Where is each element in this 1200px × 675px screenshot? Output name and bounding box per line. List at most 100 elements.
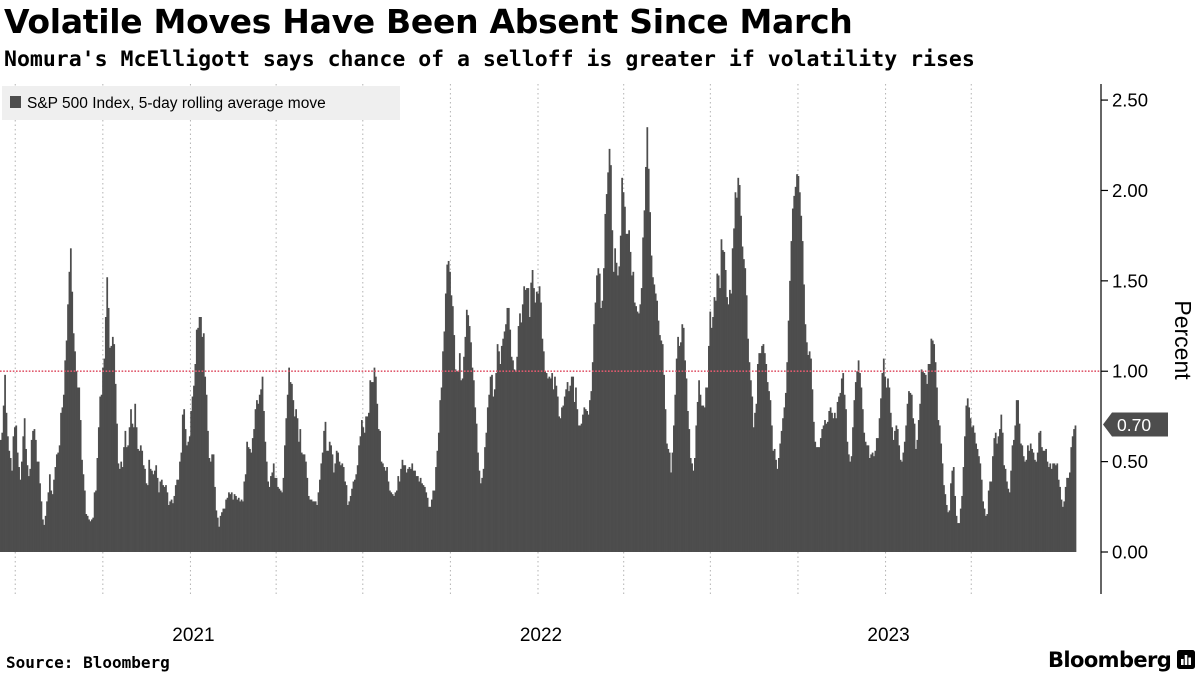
bar — [852, 427, 854, 552]
bar — [25, 448, 27, 552]
bar — [113, 344, 116, 552]
bar — [863, 432, 866, 552]
bar — [699, 394, 702, 552]
bar — [74, 351, 76, 552]
bar — [887, 378, 889, 552]
bar — [46, 501, 48, 552]
bar — [849, 461, 852, 552]
bar — [996, 443, 998, 552]
bar — [1034, 459, 1036, 552]
bar — [913, 423, 916, 552]
bar — [523, 286, 526, 552]
y-tick-label: 2.50 — [1112, 90, 1148, 111]
bar — [362, 427, 365, 552]
bar — [65, 340, 68, 552]
bar — [934, 362, 937, 552]
bar — [419, 477, 422, 552]
bar — [337, 452, 339, 552]
bar — [884, 376, 887, 552]
bar — [11, 470, 13, 552]
bar — [461, 378, 464, 552]
bar — [249, 448, 251, 552]
bar — [659, 335, 661, 552]
bar — [423, 486, 426, 552]
bar — [78, 387, 81, 552]
bar — [415, 476, 418, 552]
bar — [594, 302, 597, 552]
bar — [16, 452, 19, 552]
bar — [43, 524, 46, 552]
bar — [450, 295, 453, 552]
bar — [909, 392, 912, 552]
bar — [755, 403, 758, 552]
bar — [53, 479, 55, 552]
bar — [1036, 452, 1039, 552]
bar — [482, 468, 485, 552]
bar — [857, 360, 860, 552]
bar — [961, 495, 964, 552]
bar — [282, 477, 285, 552]
bar — [107, 307, 110, 552]
bar — [701, 405, 703, 552]
bar — [146, 485, 149, 552]
bar — [267, 481, 269, 552]
bar — [151, 470, 153, 552]
bar — [435, 467, 437, 552]
bar — [246, 441, 249, 552]
bar — [34, 439, 37, 552]
bar — [903, 441, 906, 552]
bar — [177, 479, 180, 552]
bar — [215, 510, 218, 552]
bar — [179, 461, 181, 552]
bar — [635, 306, 637, 552]
x-tick-label: 2021 — [172, 625, 214, 645]
bar — [370, 382, 373, 552]
bar — [39, 483, 41, 552]
bar — [561, 407, 563, 552]
bar — [110, 345, 113, 552]
bar — [612, 271, 615, 552]
bar — [312, 501, 314, 552]
bar — [188, 436, 191, 552]
bar — [384, 470, 387, 552]
bar — [13, 427, 16, 552]
bar — [270, 476, 272, 552]
bar — [625, 233, 628, 552]
bar — [79, 420, 82, 552]
bar — [356, 465, 359, 552]
bar — [671, 452, 674, 552]
bar — [831, 412, 833, 552]
bar — [492, 396, 495, 552]
bar — [351, 488, 353, 552]
bar — [880, 398, 882, 552]
bar — [680, 342, 682, 552]
bar — [390, 492, 393, 552]
bar — [621, 177, 623, 552]
bar — [464, 336, 467, 552]
bar — [90, 519, 93, 552]
bar — [166, 492, 169, 552]
bar — [471, 367, 474, 552]
bar — [726, 297, 728, 552]
bar — [279, 490, 282, 552]
bar — [254, 409, 257, 552]
bar — [439, 400, 442, 552]
bar — [316, 505, 318, 552]
bar — [972, 425, 975, 552]
bar — [505, 324, 507, 552]
bar — [1004, 468, 1007, 552]
bar — [218, 526, 221, 552]
bar — [576, 409, 579, 552]
bar — [221, 512, 223, 552]
bar — [465, 309, 468, 552]
bar — [467, 315, 470, 552]
bar — [943, 485, 945, 552]
bar — [971, 427, 973, 552]
bar — [352, 481, 355, 552]
bar — [37, 461, 40, 552]
bar — [832, 418, 835, 552]
bar — [763, 353, 766, 552]
bar — [652, 277, 654, 552]
bar — [994, 432, 997, 552]
bar — [999, 429, 1001, 552]
